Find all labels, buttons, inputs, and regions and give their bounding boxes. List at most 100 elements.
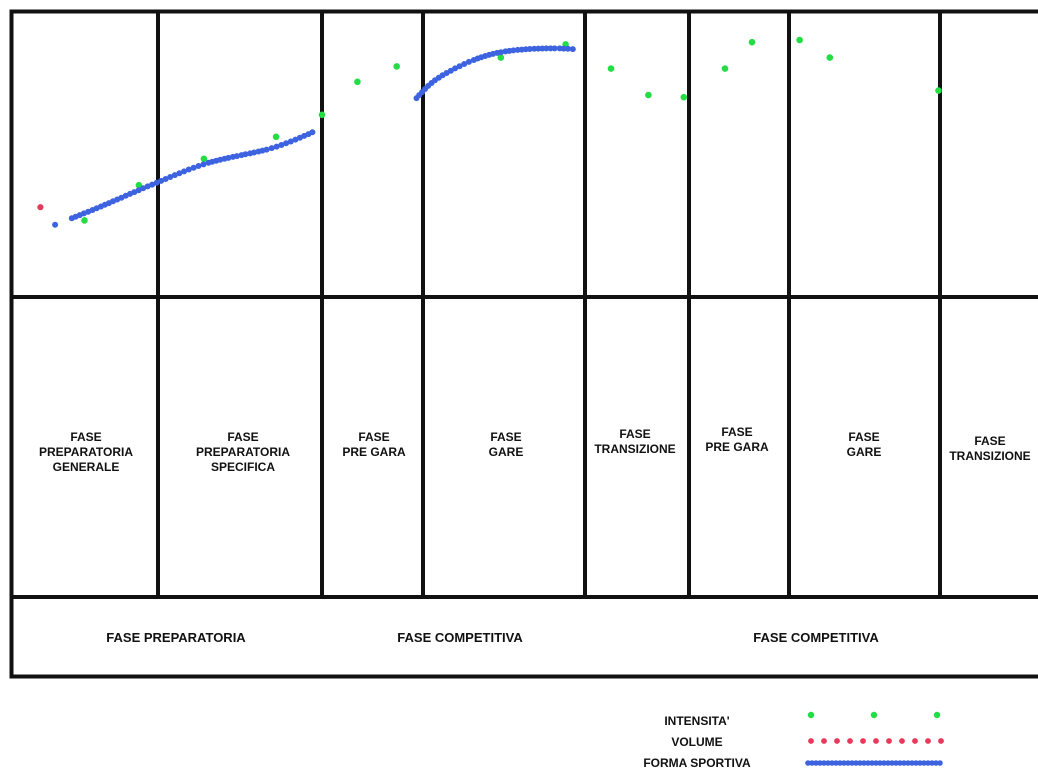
legend-form-dot — [841, 760, 847, 766]
macro-phase-label: FASE COMPETITIVA — [397, 630, 523, 645]
legend: INTENSITA' VOLUME FORMA SPORTIVA — [643, 711, 944, 770]
legend-form-dot — [917, 760, 923, 766]
phase-labels: FASE PREPARATORIA GENERALE FASE PREPARATORI… — [39, 425, 1031, 474]
legend-form-dot — [933, 760, 939, 766]
legend-form-dot — [857, 760, 863, 766]
series-sparse-dots — [81, 36, 942, 224]
intensity-point — [796, 36, 803, 44]
legend-label-volume: VOLUME — [671, 735, 722, 749]
form-point — [309, 129, 316, 136]
phase-grid — [9, 9, 1038, 679]
intensity-point — [645, 91, 652, 99]
legend-form-dot — [921, 760, 927, 766]
intensity-point — [272, 133, 280, 141]
form-point — [149, 181, 156, 188]
form-point — [510, 47, 517, 54]
legend-form-dot — [813, 760, 819, 766]
form-point — [52, 221, 59, 228]
series-dense-dots — [52, 45, 576, 228]
intensity-point — [680, 93, 688, 101]
form-point — [268, 145, 275, 152]
form-point — [564, 45, 571, 52]
legend-intensity-dot — [933, 711, 941, 719]
intensity-point — [318, 111, 326, 119]
intensity-point — [935, 87, 942, 94]
legend-form-dot — [805, 760, 811, 766]
intensity-point — [81, 217, 88, 224]
form-point — [283, 140, 290, 147]
form-point — [195, 163, 202, 169]
legend-form-dot — [909, 760, 915, 766]
form-point — [181, 168, 188, 175]
volume-point — [37, 204, 44, 211]
form-point — [162, 176, 169, 182]
legend-swatch-form — [805, 760, 943, 766]
phase-label: FASE PREPARATORIA GENERALE — [39, 430, 133, 474]
phase-label: FASE PREPARATORIA SPECIFICA — [196, 430, 290, 474]
form-point — [190, 164, 197, 171]
series-dots — [37, 204, 44, 211]
form-point — [233, 153, 240, 160]
form-point — [158, 177, 165, 184]
form-point — [167, 174, 174, 180]
form-point — [287, 138, 294, 145]
legend-form-dot — [893, 760, 899, 766]
phase-label: FASE GARE — [489, 430, 524, 459]
legend-form-dot — [845, 760, 851, 766]
form-point — [135, 187, 142, 194]
legend-form-dot — [865, 760, 871, 766]
legend-swatch-intensity — [807, 711, 941, 719]
form-point — [292, 136, 299, 143]
legend-label-form: FORMA SPORTIVA — [643, 756, 751, 770]
form-point — [526, 46, 533, 52]
legend-volume-dot — [938, 738, 944, 744]
legend-form-dot — [937, 760, 943, 766]
legend-volume-dot — [899, 738, 905, 744]
legend-volume-dot — [808, 738, 814, 744]
form-point — [456, 63, 463, 70]
legend-volume-dot — [925, 738, 931, 744]
outer-frame — [9, 9, 1038, 679]
intensity-point — [748, 38, 756, 46]
form-point — [171, 172, 178, 179]
legend-form-dot — [833, 760, 839, 766]
intensity-point — [607, 65, 615, 72]
form-point — [251, 149, 257, 156]
legend-volume-dot — [873, 738, 879, 744]
phase-label: FASE GARE — [847, 430, 882, 459]
phase-label: FASE PRE GARA — [705, 425, 769, 454]
form-point — [278, 142, 285, 148]
phase-label: FASE TRANSIZIONE — [949, 434, 1030, 463]
intensity-point — [721, 65, 729, 72]
form-point — [452, 65, 459, 72]
legend-form-dot — [901, 760, 907, 766]
legend-form-dot — [905, 760, 911, 766]
legend-form-dot — [809, 760, 815, 766]
legend-volume-dot — [886, 738, 892, 744]
form-point — [225, 154, 232, 161]
curves-layer — [37, 36, 942, 228]
intensity-point — [200, 155, 208, 163]
macro-phase-labels: FASE PREPARATORIA FASE COMPETITIVA FASE … — [106, 630, 879, 645]
legend-form-dot — [913, 760, 919, 766]
intensity-point — [826, 54, 834, 61]
legend-form-dot — [885, 760, 891, 766]
phase-label: FASE PRE GARA — [342, 430, 406, 459]
legend-form-dot — [825, 760, 831, 766]
legend-form-dot — [869, 760, 875, 766]
legend-form-dot — [925, 760, 931, 766]
form-point — [273, 143, 280, 150]
legend-form-dot — [873, 760, 879, 766]
legend-form-dot — [889, 760, 895, 766]
form-point — [465, 58, 472, 65]
form-point — [543, 45, 550, 52]
form-point — [176, 170, 183, 177]
phase-label: FASE TRANSIZIONE — [594, 427, 675, 456]
legend-form-dot — [849, 760, 855, 766]
form-point — [242, 151, 249, 158]
form-point — [263, 146, 270, 153]
legend-form-dot — [881, 760, 887, 766]
form-point — [498, 49, 504, 56]
macro-phase-label: FASE COMPETITIVA — [753, 630, 879, 645]
